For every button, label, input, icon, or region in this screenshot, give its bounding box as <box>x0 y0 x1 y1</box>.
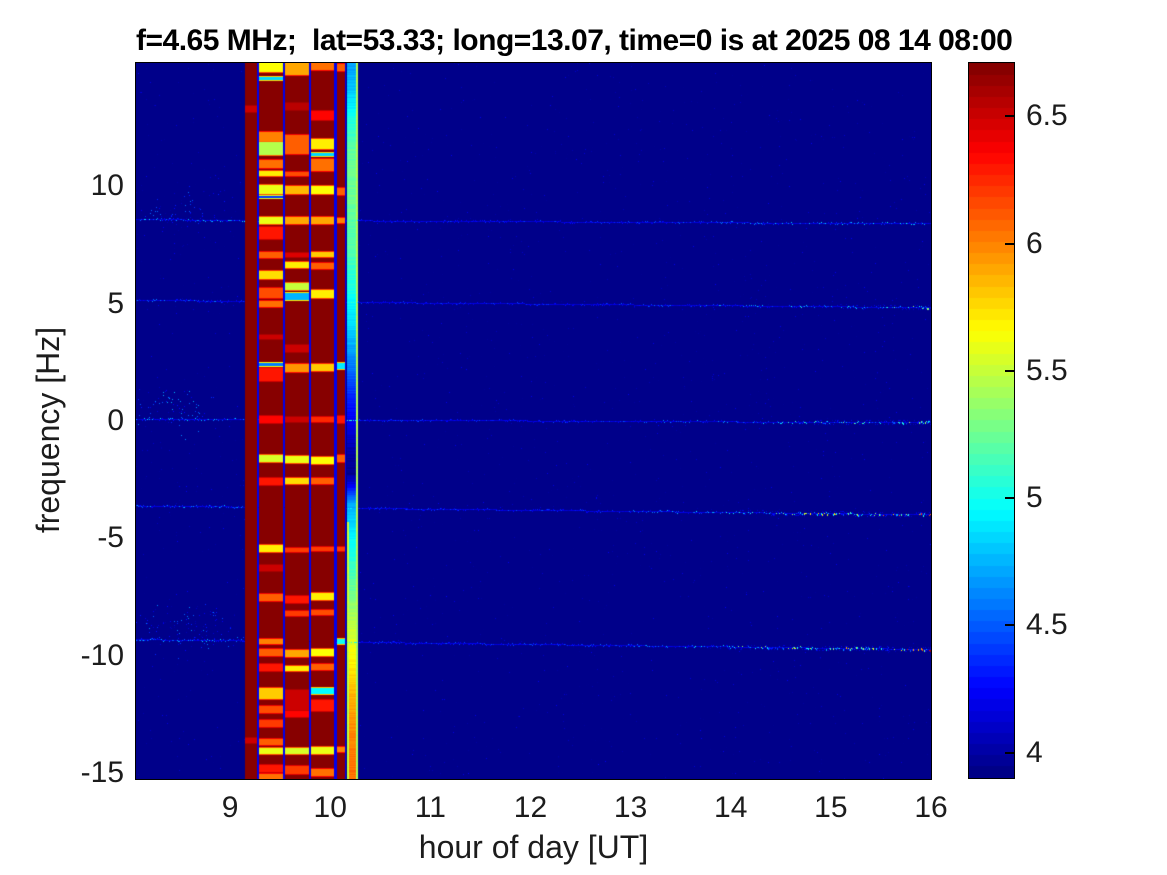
x-tick-label: 12 <box>513 791 548 824</box>
colorbar-tick-mark <box>1005 497 1014 500</box>
colorbar-tick-label: 5.5 <box>1026 353 1068 387</box>
colorbar-canvas <box>969 63 1014 778</box>
colorbar-tick-mark <box>1005 751 1014 754</box>
y-tick-label: 10 <box>90 169 124 203</box>
y-axis-label: frequency [Hz] <box>30 326 66 534</box>
x-tick-label: 13 <box>613 791 648 824</box>
colorbar-tick-mark <box>1005 624 1014 627</box>
colorbar-tick-label: 6 <box>1026 226 1043 260</box>
y-tick-label: -10 <box>80 638 124 672</box>
spectrogram-plot-area <box>135 62 932 780</box>
y-tick-label: -15 <box>80 755 124 789</box>
colorbar-tick-mark <box>1005 369 1014 372</box>
y-tick-label: 5 <box>107 286 124 320</box>
colorbar <box>968 62 1015 779</box>
y-tick-label: -5 <box>97 521 124 555</box>
x-tick-label: 14 <box>714 791 748 824</box>
x-tick-label: 9 <box>221 791 239 824</box>
colorbar-tick-mark <box>1005 242 1014 245</box>
x-tick-label: 11 <box>414 791 446 824</box>
spectrogram-canvas <box>136 63 931 779</box>
x-axis-label: hour of day [UT] <box>418 829 649 865</box>
colorbar-tick-mark <box>1005 115 1014 118</box>
y-tick-label: 0 <box>107 404 124 437</box>
x-tick-label: 15 <box>814 791 848 824</box>
colorbar-tick-label: 6.5 <box>1026 99 1068 133</box>
x-tick-label: 16 <box>914 791 948 824</box>
chart-title: f=4.65 MHz; lat=53.33; long=13.07, time=… <box>136 24 1013 57</box>
colorbar-tick-label: 5 <box>1026 481 1043 515</box>
colorbar-tick-label: 4.5 <box>1026 608 1068 642</box>
colorbar-tick-label: 4 <box>1026 735 1043 769</box>
x-tick-label: 10 <box>313 791 347 824</box>
